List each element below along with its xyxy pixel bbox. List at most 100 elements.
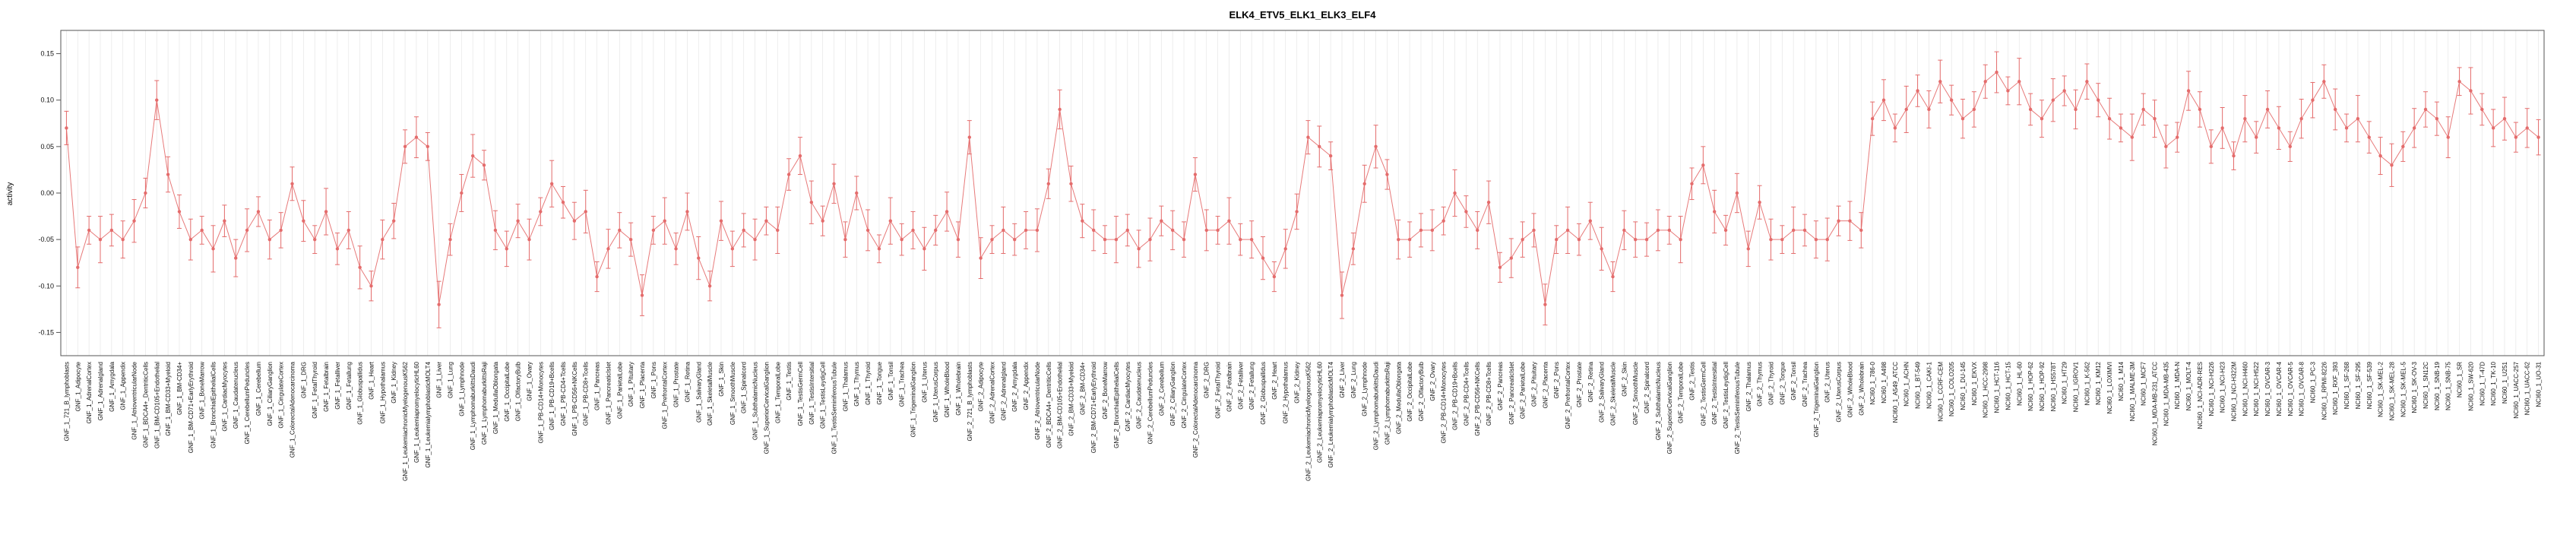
- x-axis-tick-label: GNF_2_Thalamus: [1745, 362, 1752, 411]
- data-point: [1430, 228, 1435, 233]
- data-point: [2255, 135, 2258, 139]
- x-axis-tick-label: GNF_2_Tonsil: [1790, 362, 1797, 401]
- x-axis-tick-label: GNF_1_Globuspallidus: [357, 362, 364, 425]
- x-axis-tick-label: GNF_2_BDCA4+_DentriticCells: [1046, 362, 1052, 448]
- x-axis-tick-label: GNF_2_Fetallung: [1248, 362, 1255, 410]
- x-axis-tick-label: GNF_2_Thyroid: [1767, 362, 1774, 405]
- data-point: [155, 98, 159, 102]
- x-axis-tick-label: GNF_1_Amygdala: [109, 361, 116, 411]
- data-point: [1509, 256, 1514, 260]
- x-axis-tick-label: GNF_1_CerebellumPeduncles: [244, 362, 251, 445]
- data-point: [1656, 228, 1660, 233]
- data-point: [1035, 228, 1040, 233]
- x-axis-tick-label: GNF_2_FetalThyroid: [1215, 362, 1222, 419]
- data-point: [1735, 191, 1739, 195]
- x-axis-tick-label: GNF_1_BM-CD33+Myeloid: [165, 362, 172, 436]
- data-point: [1995, 70, 1998, 74]
- x-axis-tick-label: GNF_2_BM-CD33+Myeloid: [1068, 362, 1074, 436]
- x-axis-tick-label: GNF_2_TrigeminalGanglion: [1813, 362, 1820, 437]
- data-point: [256, 210, 261, 214]
- data-point: [742, 228, 745, 233]
- x-axis-tick-label: NCI60_1_U251: [2502, 361, 2508, 404]
- data-point: [2062, 89, 2066, 93]
- x-axis-tick-label: GNF_1_CiliaryGanglion: [267, 362, 274, 426]
- x-axis-tick-label: NCI60_1_OVCAR-5: [2287, 361, 2294, 416]
- x-axis-tick-label: GNF_2_Spinalcord: [1644, 362, 1650, 413]
- x-axis-tick-label: GNF_1_BM-CD105+Endothelial: [153, 362, 160, 448]
- x-axis-tick-label: GNF_1_Lymphnode: [458, 361, 465, 416]
- x-axis-tick-label: GNF_2_UterusCorpus: [1836, 362, 1843, 423]
- data-point: [2277, 126, 2281, 130]
- data-point: [809, 201, 814, 204]
- data-point: [200, 228, 204, 233]
- x-axis-tick-label: GNF_2_BM-CD71+EarlyErythroid: [1090, 362, 1097, 453]
- data-point: [922, 247, 926, 251]
- data-point: [1081, 219, 1084, 223]
- data-point: [900, 237, 903, 242]
- data-point: [2119, 126, 2123, 130]
- x-axis-tick-label: NCI60_1_PC-3: [2309, 361, 2316, 403]
- x-axis-tick-label: NCI60_1_K-562: [2084, 361, 2090, 405]
- x-axis-tick-label: NCI60_1_KM12: [2095, 361, 2102, 404]
- data-point: [911, 228, 915, 233]
- data-point: [1791, 228, 1796, 233]
- x-axis-tick-label: NCI60_1_786-0: [1869, 361, 1876, 404]
- data-point: [1543, 302, 1547, 306]
- x-axis-labels: GNF_1_721_B_lymphoblasts GNF_1_Adipocyte G…: [63, 361, 2542, 481]
- data-point: [1881, 98, 1886, 102]
- x-axis-tick-label: GNF_1_BDCA4+_DentriticCells: [142, 362, 149, 448]
- data-point: [572, 219, 577, 223]
- data-point: [1249, 237, 1254, 242]
- data-point: [460, 191, 464, 195]
- x-axis-tick-label: GNF_2_Fetalbrain: [1226, 362, 1233, 412]
- data-point: [2141, 107, 2145, 112]
- x-axis-tick-label: NCI60_1_COLO205: [1948, 361, 1955, 416]
- data-point: [1441, 219, 1445, 223]
- data-point: [2536, 135, 2540, 139]
- x-axis-tick-label: NCI60_1_RXF_393: [2332, 361, 2339, 414]
- x-axis-tick-label: NCI60_1_SK-MEL-28: [2388, 361, 2395, 420]
- x-axis-tick-label: GNF_2_SubthalamicNucleus: [1655, 362, 1662, 440]
- data-point: [448, 237, 452, 242]
- data-point: [1295, 210, 1299, 214]
- data-point: [2457, 80, 2461, 84]
- x-axis-tick-label: GNF_2_Adipocyte: [978, 361, 985, 411]
- data-point: [1622, 228, 1626, 233]
- data-point: [2085, 80, 2089, 84]
- x-axis-tick-label: GNF_1_CardiacMyocytes: [221, 362, 228, 432]
- x-axis-tick-label: GNF_1_TestisIntersitial: [809, 362, 815, 425]
- x-axis-tick-label: GNF_2_Adrenalgland: [1000, 362, 1007, 420]
- x-axis-tick-label: GNF_1_Testis: [786, 362, 793, 401]
- x-axis-tick-label: NCI60_1_EKVX: [1971, 361, 1978, 405]
- x-axis-tick-label: GNF_2_Trachea: [1802, 361, 1809, 407]
- data-point: [177, 210, 182, 214]
- x-axis-tick-label: GNF_2_ParietalLobe: [1520, 361, 1527, 419]
- data-point: [1904, 107, 1908, 112]
- x-axis-tick-label: NCI60_1_RPMI-8226: [2321, 361, 2328, 420]
- x-axis-tick-label: GNF_2_BoneMarrow: [1102, 362, 1109, 420]
- data-point: [414, 135, 419, 139]
- data-point: [2074, 107, 2078, 112]
- x-axis-tick-label: NCI60_1_MDA-MB-435: [2163, 361, 2169, 426]
- x-axis-tick-label: NCI60_1_MCF7: [2141, 361, 2147, 405]
- x-axis-tick-label: GNF_1_Heart: [369, 361, 375, 400]
- data-point: [1960, 116, 1965, 121]
- x-axis-tick-label: GNF_1_Thymus: [853, 362, 860, 407]
- data-point: [470, 154, 475, 158]
- svg-text:0.15: 0.15: [40, 50, 54, 58]
- data-point: [1825, 237, 1829, 242]
- x-axis-tick-label: NCI60_1_DU-145: [1960, 361, 1967, 410]
- data-point: [2378, 154, 2382, 158]
- data-point: [1938, 80, 1942, 84]
- x-axis-tick-label: NCI60_1_HCT-15: [2005, 361, 2011, 410]
- x-axis-tick-label: GNF_2_Ovary: [1429, 362, 1436, 401]
- x-axis-tick-label: GNF_2_Fetalliver: [1237, 362, 1244, 410]
- data-point: [1182, 237, 1186, 242]
- x-axis-tick-label: GNF_2_Amygdala: [1011, 361, 1018, 411]
- x-axis-tick-label: GNF_2_Tongue: [1779, 361, 1786, 404]
- data-point: [1464, 210, 1468, 214]
- x-axis-tick-label: GNF_1_CingulateCortex: [278, 362, 285, 429]
- x-axis-tick-label: GNF_2_MedullaOblongata: [1395, 361, 1402, 434]
- x-axis-tick-label: GNF_2_Cerebellum: [1158, 362, 1165, 416]
- data-point: [1170, 228, 1175, 233]
